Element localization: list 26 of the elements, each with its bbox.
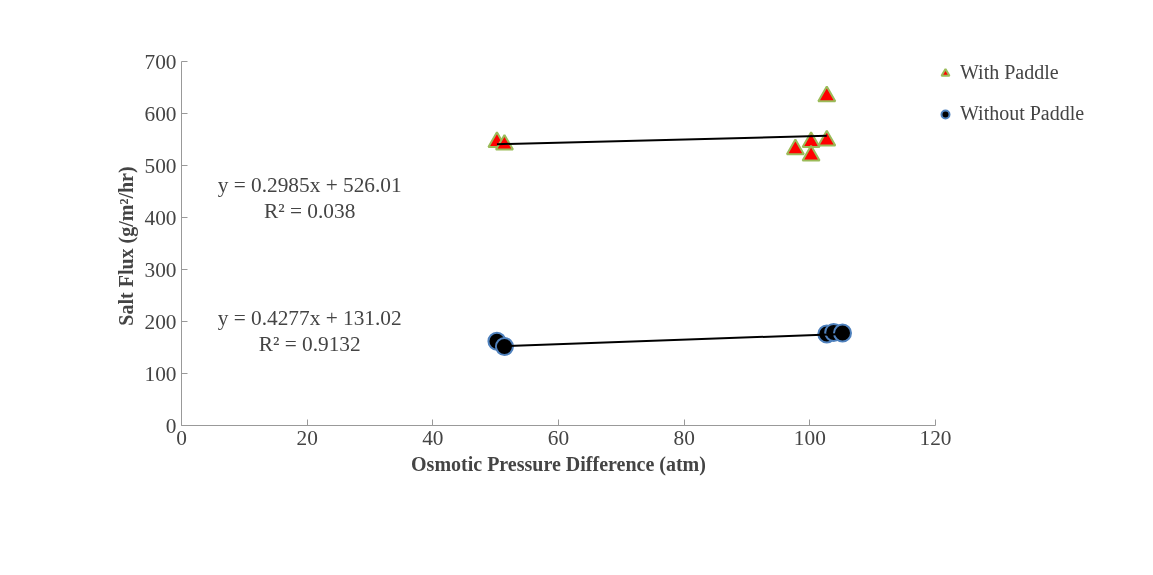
point <box>833 323 853 343</box>
y-tick-label: 200 <box>144 309 177 334</box>
x-tick-label: 100 <box>793 425 826 450</box>
x-tick-label: 60 <box>547 425 570 450</box>
legend-label: Without Paddle <box>960 102 1085 125</box>
y-tick-label: 700 <box>144 49 177 74</box>
y-tick-label: 100 <box>144 361 177 386</box>
x-tick-label: 20 <box>296 425 318 450</box>
annotation: R² = 0.038 <box>264 198 356 223</box>
legend-label: With Paddle <box>960 61 1059 84</box>
y-tick-label: 300 <box>144 257 177 282</box>
x-tick-label: 40 <box>422 425 444 450</box>
y-tick-label: 600 <box>144 101 177 126</box>
annotation: y = 0.4277x + 131.02 <box>217 306 402 331</box>
annotation: R² = 0.9132 <box>258 331 361 356</box>
annotation: y = 0.2985x + 526.01 <box>217 173 402 198</box>
y-tick-label: 400 <box>144 205 177 230</box>
point <box>785 138 805 156</box>
point <box>801 144 821 162</box>
y-tick-label: 500 <box>144 153 177 178</box>
x-tick-label: 120 <box>919 425 952 450</box>
x-tick-label: 80 <box>673 425 695 450</box>
x-axis-title: Osmotic Pressure Difference (atm) <box>411 452 706 476</box>
point <box>817 129 837 147</box>
point <box>817 85 837 103</box>
y-axis-title: Salt Flux (g/m²/hr) <box>114 166 138 326</box>
